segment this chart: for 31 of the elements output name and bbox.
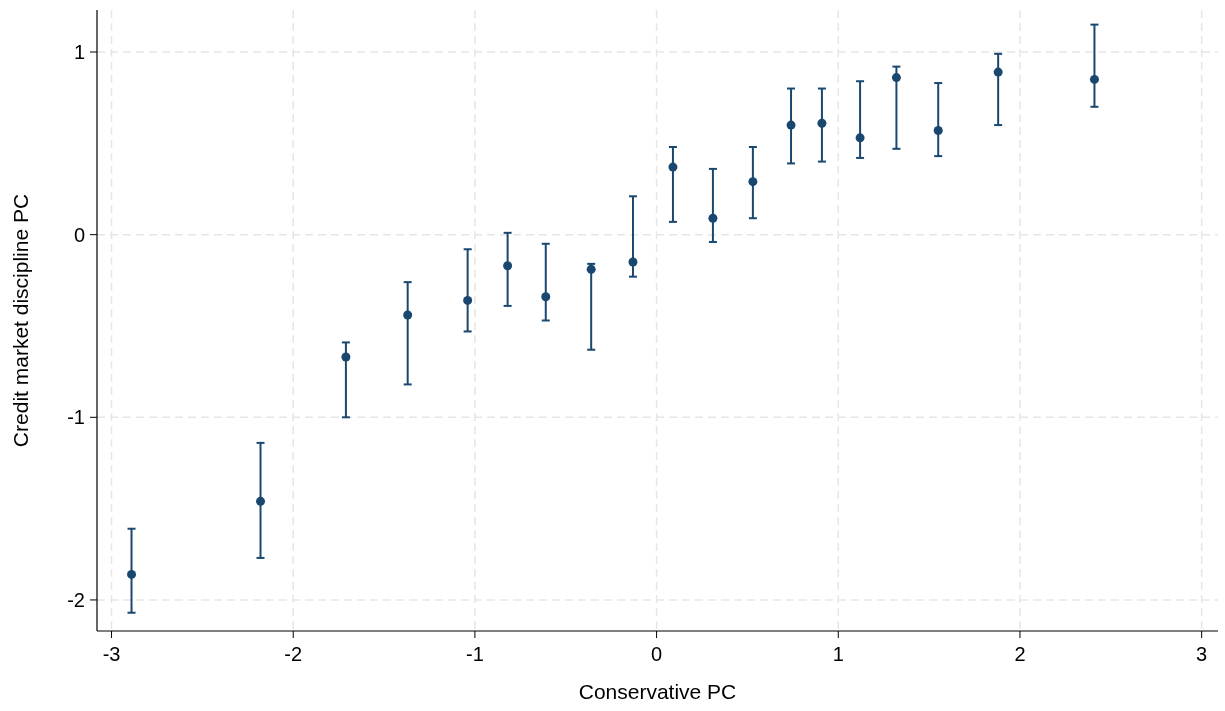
x-tick-label: 2 <box>1014 643 1026 665</box>
point <box>933 126 943 136</box>
point <box>541 292 551 302</box>
x-tick-label: -2 <box>284 643 303 665</box>
point <box>817 118 827 128</box>
y-tick-label: 1 <box>73 41 85 64</box>
point <box>256 496 266 506</box>
point <box>786 120 796 130</box>
point <box>628 257 638 267</box>
y-axis-title: Credit market discipline PC <box>9 193 32 448</box>
x-tick-label: 0 <box>651 643 663 665</box>
point <box>891 73 901 83</box>
x-tick-label: -1 <box>466 643 484 665</box>
point <box>127 569 137 579</box>
point <box>1089 74 1099 84</box>
y-tick-label: -2 <box>67 588 85 611</box>
x-tick-label: 1 <box>832 643 844 665</box>
point <box>503 261 513 271</box>
x-tick-label: 3 <box>1196 643 1208 665</box>
point <box>993 67 1003 77</box>
point <box>708 213 718 223</box>
y-tick-label: 0 <box>73 223 85 246</box>
point <box>403 310 413 320</box>
point <box>748 177 758 187</box>
y-tick-label: -1 <box>67 406 85 429</box>
point <box>463 295 473 305</box>
point <box>341 352 351 362</box>
point <box>855 133 865 143</box>
x-axis-title: Conservative PC <box>578 680 737 703</box>
point <box>668 162 678 172</box>
x-tick-label: -3 <box>102 643 121 665</box>
